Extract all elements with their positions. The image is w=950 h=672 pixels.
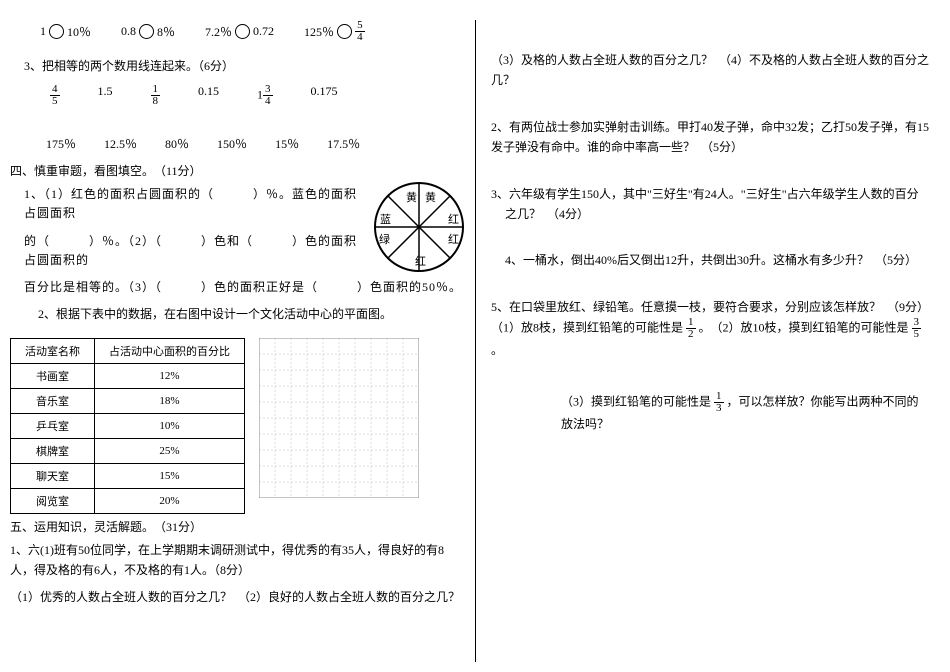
fraction: 5 4	[355, 20, 365, 43]
table-row: 棋牌室25%	[11, 439, 245, 464]
cmp-a: 1	[40, 24, 46, 39]
th: 占活动中心面积的百分比	[95, 339, 245, 364]
r-q5: 5、在口袋里放红、绿铅笔。任意摸一枝，要符合要求，分别应该怎样放？ （9分） （…	[491, 297, 930, 434]
val: 150％	[217, 135, 247, 152]
val: 1.5	[98, 84, 113, 107]
fraction: 12	[686, 317, 696, 340]
t: 。	[491, 343, 503, 357]
grid-icon	[259, 338, 419, 498]
td: 棋牌室	[11, 439, 95, 464]
td: 阅览室	[11, 489, 95, 514]
pie-label: 红	[415, 253, 426, 269]
t: （3）摸到红铅笔的可能性是	[561, 394, 711, 408]
circle-icon	[235, 24, 250, 39]
fraction: 1 8	[151, 84, 161, 107]
fraction: 34	[263, 84, 273, 107]
frac-den: 4	[263, 96, 273, 107]
mixed-frac: 134	[257, 84, 273, 107]
right-column: （3）及格的人数占全班人数的百分之几？ （4）不及格的人数占全班人数的百分之几？…	[475, 20, 930, 662]
pie-label: 蓝	[380, 211, 391, 227]
pie-label: 黄	[425, 189, 436, 205]
r-q4: 4、一桶水，倒出40%后又倒出12升，共倒出30升。这桶水有多少升？ （5分）	[505, 250, 930, 270]
pie-label: 红	[448, 231, 459, 247]
table-grid-wrapper: 活动室名称 占活动中心面积的百分比 书画室12% 音乐室18% 乒乓室10% 棋…	[10, 332, 465, 514]
frac-den: 8	[151, 96, 161, 107]
td: 25%	[95, 439, 245, 464]
q4-1c: 百分比是相等的。（3）（ ）色的面积正好是（ ）色面积的50％。	[24, 278, 465, 297]
td: 18%	[95, 389, 245, 414]
circle-icon	[49, 24, 64, 39]
cmp-b: 10％	[67, 23, 91, 40]
t: （1）放8枝，摸到红铅笔的可能性是	[491, 320, 683, 334]
fraction: 4 5	[50, 84, 60, 107]
q5-sub1: （1）放8枝，摸到红铅笔的可能性是 12 。 （2）放10枝，摸到红铅笔的可能性…	[491, 317, 930, 360]
q3a: 3、六年级有学生150人，其中"三好生"有24人。"三好生"占六年级学生人数的百…	[491, 187, 919, 201]
val: 80％	[165, 135, 189, 152]
td: 10%	[95, 414, 245, 439]
activity-table: 活动室名称 占活动中心面积的百分比 书画室12% 音乐室18% 乒乓室10% 棋…	[10, 338, 245, 514]
td: 乒乓室	[11, 414, 95, 439]
frac-den: 2	[686, 329, 696, 340]
left-column: 1 10％ 0.8 8％ 7.2％ 0.72 125％ 5 4	[10, 20, 475, 662]
table-row: 书画室12%	[11, 364, 245, 389]
section4-title: 四、慎重审题，看图填空。 （11分）	[10, 162, 465, 179]
td: 12%	[95, 364, 245, 389]
cmp-b: 0.72	[253, 24, 274, 39]
val: 175％	[46, 135, 76, 152]
frac-den: 4	[355, 32, 365, 43]
r-q2: 2、有两位战士参加实弹射击训练。甲打40发子弹，命中32发；乙打50发子弹，有1…	[491, 117, 930, 158]
fraction: 35	[912, 317, 922, 340]
pie-label: 黄	[406, 189, 417, 205]
pie-label: 绿	[379, 231, 390, 247]
r-q3: 3、六年级有学生150人，其中"三好生"有24人。"三好生"占六年级学生人数的百…	[491, 184, 930, 225]
section5-title: 五、运用知识，灵活解题。 （31分）	[10, 518, 465, 535]
cmp-a: 125％	[304, 23, 334, 40]
frac-den: 5	[50, 96, 60, 107]
cmp-b: 8％	[157, 23, 175, 40]
compare-item-1: 1 10％	[40, 20, 91, 43]
compare-item-4: 125％ 5 4	[304, 20, 365, 43]
table-row: 活动室名称 占活动中心面积的百分比	[11, 339, 245, 364]
compare-row: 1 10％ 0.8 8％ 7.2％ 0.72 125％ 5 4	[40, 20, 465, 43]
q3b: 之几？ （4分）	[505, 207, 589, 221]
q5-1: 1、六(1)班有50位同学，在上学期期末调研测试中，得优秀的有35人，得良好的有…	[10, 541, 465, 579]
pie-label: 红	[448, 211, 459, 227]
td: 音乐室	[11, 389, 95, 414]
compare-item-3: 7.2％ 0.72	[205, 20, 274, 43]
cmp-a: 7.2％	[205, 23, 232, 40]
circle-icon	[139, 24, 154, 39]
td: 书画室	[11, 364, 95, 389]
val: 15％	[275, 135, 299, 152]
table-row: 乒乓室10%	[11, 414, 245, 439]
circle-icon	[337, 24, 352, 39]
val: 0.15	[198, 84, 219, 107]
val: 0.175	[311, 84, 338, 107]
q4-2: 2、根据下表中的数据，在右图中设计一个文化活动中心的平面图。	[38, 305, 465, 324]
th: 活动室名称	[11, 339, 95, 364]
q3-title: 3、把相等的两个数用线连起来。（6分）	[24, 57, 465, 76]
td: 15%	[95, 464, 245, 489]
connect-bottom-row: 175％ 12.5％ 80％ 150％ 15％ 17.5％	[46, 135, 465, 152]
td: 聊天室	[11, 464, 95, 489]
q5-1-sub: （1）优秀的人数占全班人数的百分之几？ （2）良好的人数占全班人数的百分之几？	[10, 588, 465, 607]
frac-num: 1	[714, 391, 724, 403]
pie-chart: 黄 黄 蓝 红 绿 红 红	[373, 181, 465, 273]
frac-den: 3	[714, 403, 724, 414]
fraction: 13	[714, 391, 724, 414]
td: 20%	[95, 489, 245, 514]
q5-title: 5、在口袋里放红、绿铅笔。任意摸一枝，要符合要求，分别应该怎样放？ （9分）	[491, 297, 930, 317]
table-row: 音乐室18%	[11, 389, 245, 414]
q5-sub3: （3）摸到红铅笔的可能性是 13 ，可以怎样放？你能写出两种不同的放法吗？	[561, 391, 930, 434]
table-row: 聊天室15%	[11, 464, 245, 489]
frac-den: 5	[912, 329, 922, 340]
table-row: 阅览室20%	[11, 489, 245, 514]
connect-top-row: 4 5 1.5 1 8 0.15 134 0.175	[50, 84, 465, 107]
t: 。 （2）放10枝，摸到红铅笔的可能性是	[699, 320, 909, 334]
val: 17.5％	[327, 135, 360, 152]
val: 12.5％	[104, 135, 137, 152]
compare-item-2: 0.8 8％	[121, 20, 175, 43]
cmp-a: 0.8	[121, 24, 136, 39]
r-cont: （3）及格的人数占全班人数的百分之几？ （4）不及格的人数占全班人数的百分之几？	[491, 50, 930, 91]
